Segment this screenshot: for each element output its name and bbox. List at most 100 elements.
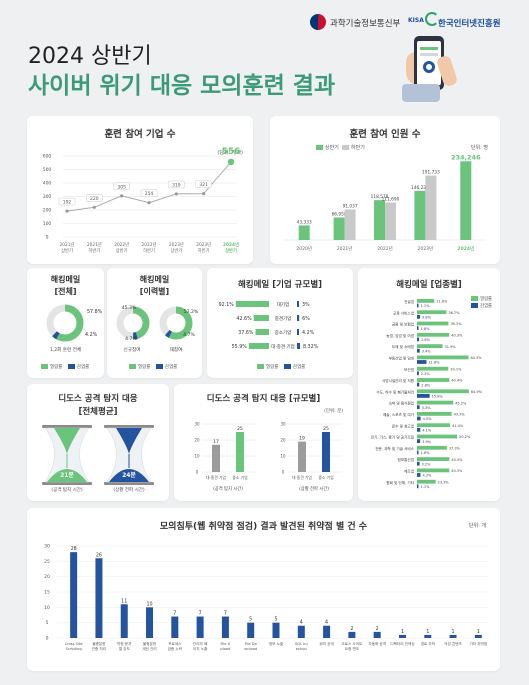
bar-label: 1 bbox=[477, 629, 480, 635]
email-repeat-note-right: 재참여 bbox=[169, 348, 183, 353]
bar-label-h2: 91,037 bbox=[343, 203, 358, 209]
label-infect: 1.8% bbox=[421, 327, 431, 331]
companies-unit: (단위: 개사) bbox=[217, 150, 243, 156]
bar bbox=[272, 622, 280, 638]
label-infect: 2.6% bbox=[421, 338, 431, 342]
bar-label: 25 bbox=[323, 426, 329, 432]
email-repeat-title2: [이력별] bbox=[139, 287, 170, 296]
data-point bbox=[147, 201, 151, 205]
x-tick-label: 상반기 bbox=[225, 247, 237, 254]
x-tick-label: ection bbox=[296, 647, 307, 651]
label-infect: 11.8% bbox=[428, 361, 440, 365]
x-tick-label: 중소 기업 bbox=[318, 475, 334, 480]
x-tick-label: 프로세스 bbox=[168, 641, 182, 646]
phone-illustration bbox=[400, 34, 462, 104]
y-tick-label: 0 bbox=[196, 470, 199, 475]
email-size-legend: 열람률 감염률 bbox=[257, 364, 305, 370]
y-tick-label: 30 bbox=[280, 422, 286, 427]
x-tick-label: 자동화 공격 bbox=[368, 641, 386, 646]
pct-open: 57.8% bbox=[87, 309, 103, 315]
bar bbox=[398, 634, 406, 638]
x-tick-label: 기타 취약점 bbox=[470, 641, 488, 646]
x-tick-label: File Do bbox=[245, 642, 257, 646]
bar-open bbox=[417, 344, 443, 348]
x-tick-label: 2022년 bbox=[142, 241, 157, 248]
data-point bbox=[120, 194, 124, 198]
bar-h1 bbox=[374, 200, 385, 240]
row-label: 농업, 임업 및 어업 bbox=[386, 333, 414, 338]
bar-label: 19 bbox=[299, 436, 305, 442]
bar-infect bbox=[417, 416, 421, 421]
legend-h2: 하반기 bbox=[351, 145, 365, 151]
label-infect: 15.8% bbox=[432, 395, 444, 399]
hourglass-detect-sand-bottom bbox=[47, 469, 87, 482]
label-infect: 6% bbox=[302, 316, 310, 322]
x-tick-label: 요청 변조 bbox=[345, 646, 360, 651]
bar-label: 25 bbox=[237, 426, 243, 432]
ddos-avg-note-right: (상황 전파 시간) bbox=[113, 488, 145, 493]
legend-infect: 감염률 bbox=[164, 365, 178, 370]
x-tick-label: 중소 기업 bbox=[232, 475, 248, 480]
bar-open bbox=[417, 468, 450, 473]
bar bbox=[236, 432, 244, 472]
legend-infect: 감염률 bbox=[76, 365, 90, 370]
bar-infect bbox=[417, 348, 420, 353]
bar-infect bbox=[417, 405, 420, 410]
donut-repeat-open-arc bbox=[159, 306, 193, 340]
bar-infect bbox=[297, 343, 300, 349]
label-infect: 3.2% bbox=[422, 462, 432, 466]
bar-infect bbox=[417, 326, 419, 330]
bar-label-h1: 146,238 bbox=[411, 185, 429, 191]
row-label: 도매 및 소매업 bbox=[392, 344, 414, 349]
bar-label: 7 bbox=[224, 611, 227, 617]
bar-label: 26 bbox=[96, 552, 102, 558]
data-point bbox=[202, 192, 206, 196]
label-infect: 8.32% bbox=[303, 344, 319, 350]
bar-infect bbox=[417, 360, 427, 364]
bar bbox=[322, 432, 330, 472]
data-label: 220 bbox=[90, 196, 99, 202]
label-open: 23.3% bbox=[438, 480, 450, 484]
y-tick-label: 400 bbox=[43, 181, 52, 187]
bar-open bbox=[417, 434, 458, 439]
data-label-box bbox=[195, 180, 212, 188]
email-size-chart: 92.1% 대기업 3% 42.6% 중견기업 6% 37.6% 중소기업 4.2% 55.9% 대… bbox=[219, 301, 319, 350]
x-tick-label: 상반기 bbox=[61, 247, 73, 254]
data-label: 319 bbox=[172, 182, 181, 188]
bar bbox=[120, 604, 128, 638]
email-repeat-title1: 해킹메일 bbox=[139, 275, 170, 284]
bar-infect bbox=[417, 314, 421, 319]
row-label: 중견기업 bbox=[275, 315, 292, 322]
bar-h1 bbox=[333, 217, 345, 240]
y-tick-label: 0 bbox=[46, 235, 49, 241]
bar-label: 11 bbox=[121, 598, 127, 604]
bar-infect bbox=[417, 450, 419, 455]
agency-name: 한국인터넷진흥원 bbox=[438, 19, 501, 29]
bar-label: 5 bbox=[274, 617, 277, 623]
vuln-card: 모의침투(웹 취약점 점검) 결과 발견된 취약점 별 건 수 단위: 개 30… bbox=[27, 508, 500, 671]
x-tick-label: 검증 누락 bbox=[168, 646, 183, 651]
email-industry-chart: 건설업 21.6% 1.1% 교육 서비스업 36.7% 3.8% 금융 및 보험업 39.3… bbox=[371, 299, 483, 489]
x-tick-label: Cross Site bbox=[65, 642, 84, 646]
bar-label: 1 bbox=[452, 629, 455, 635]
x-tick-label: 불충분한 bbox=[92, 641, 106, 646]
hourglass-detect-value: 21분 bbox=[60, 471, 74, 479]
donut-repeat-infect-arc bbox=[159, 306, 193, 340]
row-label: 보건업 bbox=[404, 367, 414, 372]
x-tick-label: 불충분한 bbox=[143, 641, 157, 646]
kisa-logo: KISA bbox=[408, 17, 424, 24]
bar-h2 bbox=[344, 209, 356, 240]
x-tick-label: 2024년 bbox=[457, 245, 474, 252]
x-tick-label: Scripting bbox=[66, 647, 82, 651]
bar-label: 5 bbox=[249, 617, 252, 623]
bar-open bbox=[417, 412, 452, 416]
email-total-title1: 해킹메일 bbox=[50, 275, 81, 284]
x-tick-label: 이지 노출 bbox=[193, 646, 208, 651]
bar bbox=[146, 607, 154, 638]
x-tick-label: 약한 문자 bbox=[117, 641, 132, 646]
row-label: 제조업 bbox=[404, 469, 414, 474]
bar bbox=[323, 625, 331, 638]
label-infect: 3.4% bbox=[422, 349, 432, 353]
row-label: 건설업 bbox=[404, 299, 414, 304]
email-total-title2: [전체] bbox=[54, 287, 77, 296]
